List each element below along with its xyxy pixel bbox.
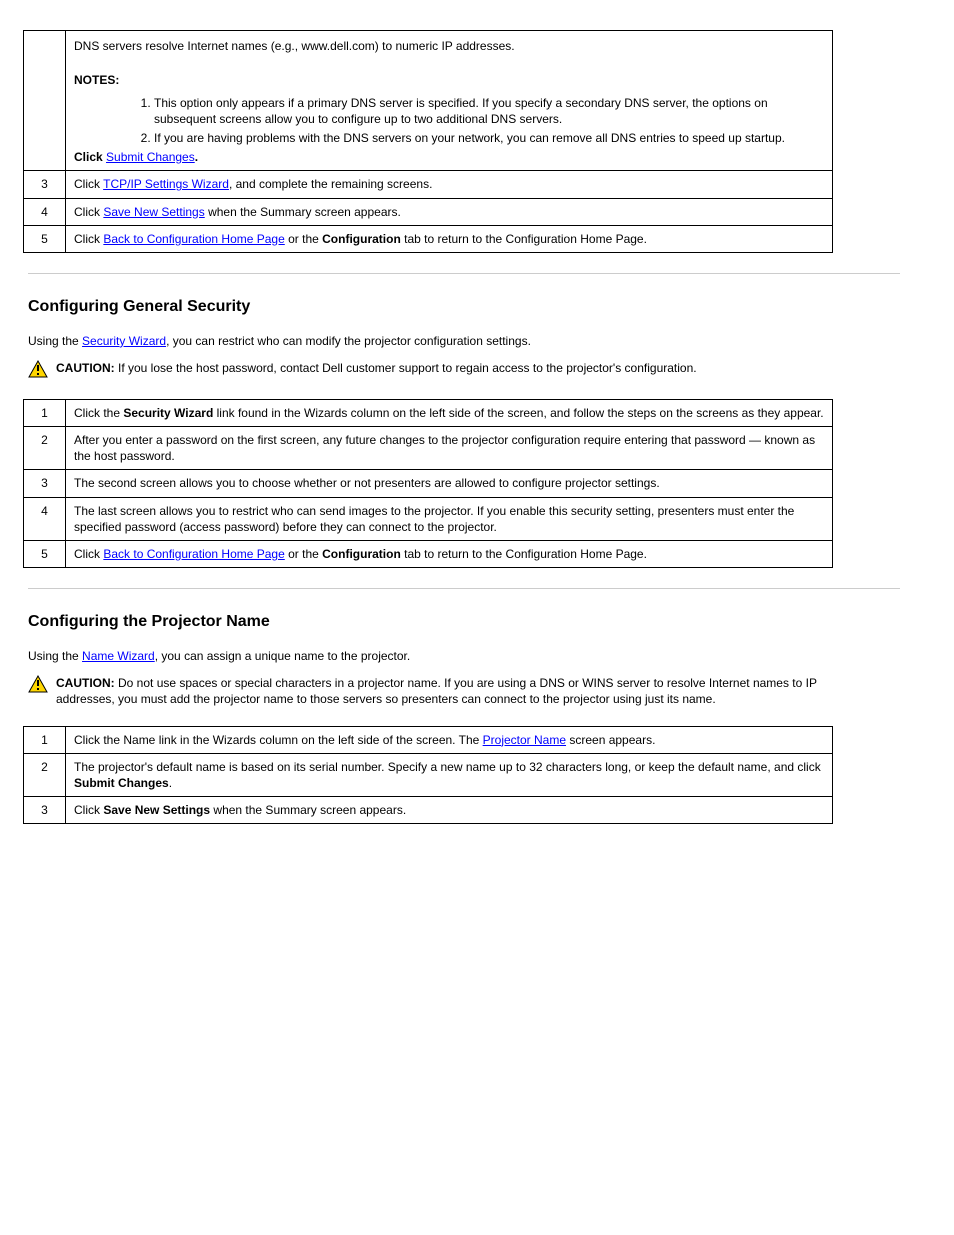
name-section-title: Configuring the Projector Name bbox=[28, 613, 926, 631]
section-divider bbox=[28, 588, 900, 589]
step-body: Click TCP/IP Settings Wizard, and comple… bbox=[66, 171, 833, 198]
click-label: Click bbox=[74, 150, 106, 164]
security-section-title: Configuring General Security bbox=[28, 298, 926, 316]
table-row: 1 Click the Security Wizard link found i… bbox=[24, 399, 833, 426]
text: Click bbox=[74, 803, 103, 817]
security-intro: Using the Security Wizard, you can restr… bbox=[28, 334, 926, 348]
text: or the bbox=[285, 232, 322, 246]
caution-block: CAUTION: If you lose the host password, … bbox=[28, 360, 878, 381]
text: The last screen allows you to restrict w… bbox=[74, 504, 794, 534]
text: Click bbox=[74, 547, 103, 561]
step-body: Click Save New Settings when the Summary… bbox=[66, 198, 833, 225]
table-row: 1 Click the Name link in the Wizards col… bbox=[24, 726, 833, 753]
step-body: After you enter a password on the first … bbox=[66, 427, 833, 470]
text: After you enter a password on the first … bbox=[74, 433, 815, 463]
name-steps-table: 1 Click the Name link in the Wizards col… bbox=[23, 726, 833, 825]
step-body: Click Back to Configuration Home Page or… bbox=[66, 541, 833, 568]
text: . bbox=[169, 776, 172, 790]
caution-icon bbox=[28, 360, 48, 381]
text: or the bbox=[285, 547, 322, 561]
table-row: 5 Click Back to Configuration Home Page … bbox=[24, 225, 833, 252]
period: . bbox=[195, 150, 198, 164]
list-item: This option only appears if a primary DN… bbox=[154, 95, 824, 127]
name-wizard-link[interactable]: Name Wizard bbox=[82, 649, 155, 663]
text: Using the bbox=[28, 334, 82, 348]
text: , and complete the remaining screens. bbox=[229, 177, 432, 191]
step-number: 2 bbox=[24, 427, 66, 470]
text: Using the bbox=[28, 649, 82, 663]
table-row: 3 Click Save New Settings when the Summa… bbox=[24, 797, 833, 824]
text: Click bbox=[74, 232, 103, 246]
text: Click bbox=[74, 205, 103, 219]
dns-description: DNS servers resolve Internet names (e.g.… bbox=[74, 38, 824, 54]
text: , you can assign a unique name to the pr… bbox=[155, 649, 411, 663]
text: , you can restrict who can modify the pr… bbox=[166, 334, 531, 348]
step-number: 4 bbox=[24, 497, 66, 540]
table-row: 2 After you enter a password on the firs… bbox=[24, 427, 833, 470]
security-wizard-link[interactable]: Security Wizard bbox=[82, 334, 166, 348]
text: when the Summary screen appears. bbox=[205, 205, 401, 219]
step-number: 2 bbox=[24, 753, 66, 796]
step-number bbox=[24, 31, 66, 171]
caution-icon bbox=[28, 675, 48, 696]
table-row: 2 The projector's default name is based … bbox=[24, 753, 833, 796]
text: link found in the Wizards column on the … bbox=[213, 406, 823, 420]
table-row: 5 Click Back to Configuration Home Page … bbox=[24, 541, 833, 568]
back-home-link[interactable]: Back to Configuration Home Page bbox=[103, 547, 284, 561]
text: tab to return to the Configuration Home … bbox=[401, 547, 647, 561]
table-row: 3 Click TCP/IP Settings Wizard, and comp… bbox=[24, 171, 833, 198]
step-body: Click Save New Settings when the Summary… bbox=[66, 797, 833, 824]
step-body: The second screen allows you to choose w… bbox=[66, 470, 833, 497]
configuration-tab: Configuration bbox=[322, 547, 401, 561]
table-row: 3 The second screen allows you to choose… bbox=[24, 470, 833, 497]
save-settings-bold: Save New Settings bbox=[103, 803, 210, 817]
caution-label: CAUTION: bbox=[56, 361, 118, 375]
tcpip-wizard-link[interactable]: TCP/IP Settings Wizard bbox=[103, 177, 229, 191]
text: The second screen allows you to choose w… bbox=[74, 476, 660, 490]
step-body: Click the Name link in the Wizards colum… bbox=[66, 726, 833, 753]
list-item: If you are having problems with the DNS … bbox=[154, 130, 824, 146]
step-number: 3 bbox=[24, 470, 66, 497]
caution-block: CAUTION: Do not use spaces or special ch… bbox=[28, 675, 878, 707]
caution-label: CAUTION: bbox=[56, 676, 118, 690]
text: Click the Name link in the Wizards colum… bbox=[74, 733, 483, 747]
notes-list: This option only appears if a primary DN… bbox=[74, 95, 824, 147]
step-number: 1 bbox=[24, 399, 66, 426]
notes-heading: NOTES: bbox=[74, 73, 119, 87]
wizard-steps-table-tcpip: DNS servers resolve Internet names (e.g.… bbox=[23, 30, 833, 253]
table-row: 4 The last screen allows you to restrict… bbox=[24, 497, 833, 540]
step-body: Click the Security Wizard link found in … bbox=[66, 399, 833, 426]
save-settings-link[interactable]: Save New Settings bbox=[103, 205, 204, 219]
configuration-tab: Configuration bbox=[322, 232, 401, 246]
step-body: Click Back to Configuration Home Page or… bbox=[66, 225, 833, 252]
step-number: 5 bbox=[24, 541, 66, 568]
text: Click the bbox=[74, 406, 123, 420]
text: tab to return to the Configuration Home … bbox=[401, 232, 647, 246]
caution-body: If you lose the host password, contact D… bbox=[118, 361, 697, 375]
step-number: 3 bbox=[24, 797, 66, 824]
security-steps-table: 1 Click the Security Wizard link found i… bbox=[23, 399, 833, 568]
step-number: 4 bbox=[24, 198, 66, 225]
table-row: DNS servers resolve Internet names (e.g.… bbox=[24, 31, 833, 171]
projector-name-link[interactable]: Projector Name bbox=[483, 733, 566, 747]
step-number: 3 bbox=[24, 171, 66, 198]
text: screen appears. bbox=[566, 733, 655, 747]
text: when the Summary screen appears. bbox=[210, 803, 406, 817]
text: The projector's default name is based on… bbox=[74, 760, 821, 774]
security-wizard-bold: Security Wizard bbox=[123, 406, 213, 420]
submit-changes-bold: Submit Changes bbox=[74, 776, 169, 790]
table-row: 4 Click Save New Settings when the Summa… bbox=[24, 198, 833, 225]
caution-body: Do not use spaces or special characters … bbox=[56, 676, 817, 706]
text: Click bbox=[74, 177, 103, 191]
section-divider bbox=[28, 273, 900, 274]
name-intro: Using the Name Wizard, you can assign a … bbox=[28, 649, 926, 663]
step-body: The projector's default name is based on… bbox=[66, 753, 833, 796]
submit-changes-link[interactable]: Submit Changes bbox=[106, 150, 195, 164]
step-number: 1 bbox=[24, 726, 66, 753]
back-home-link[interactable]: Back to Configuration Home Page bbox=[103, 232, 284, 246]
step-number: 5 bbox=[24, 225, 66, 252]
step-body: The last screen allows you to restrict w… bbox=[66, 497, 833, 540]
step-body: DNS servers resolve Internet names (e.g.… bbox=[66, 31, 833, 171]
